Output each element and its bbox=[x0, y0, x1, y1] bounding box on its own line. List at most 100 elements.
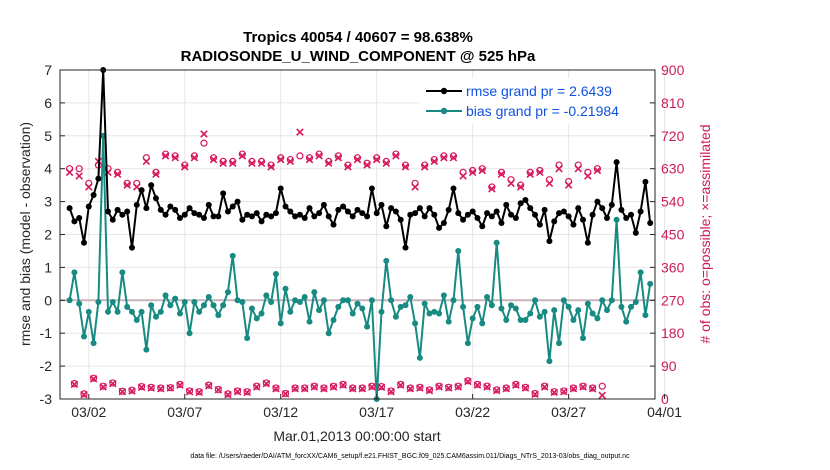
obs-possible-point bbox=[190, 152, 198, 160]
y-tick-label: -3 bbox=[40, 391, 53, 407]
obs-assimilated-point bbox=[267, 163, 275, 171]
obs-assimilated-point bbox=[109, 379, 117, 388]
rmse-point bbox=[186, 205, 193, 212]
rmse-point bbox=[359, 210, 366, 217]
bias-point bbox=[440, 292, 447, 299]
bias-point bbox=[76, 300, 83, 307]
bias-point bbox=[503, 317, 510, 324]
bias-point bbox=[628, 303, 635, 310]
rmse-point bbox=[330, 221, 337, 228]
rmse-point bbox=[383, 223, 390, 230]
obs-possible-point bbox=[349, 384, 357, 392]
bias-point bbox=[191, 298, 198, 305]
obs-assimilated-point bbox=[516, 183, 525, 191]
obs-assimilated-point bbox=[387, 387, 395, 396]
chart-subtitle: RADIOSONDE_U_WIND_COMPONENT @ 525 hPa bbox=[181, 48, 536, 65]
obs-assimilated-point bbox=[526, 170, 535, 178]
rmse-point bbox=[109, 216, 116, 223]
bias-point bbox=[138, 308, 145, 315]
obs-possible-point bbox=[469, 166, 477, 175]
obs-assimilated-point bbox=[382, 159, 391, 167]
rmse-point bbox=[632, 229, 639, 236]
y-right-tick-label: 720 bbox=[661, 128, 685, 144]
bias-point bbox=[128, 308, 135, 315]
obs-possible-point bbox=[579, 382, 587, 390]
bias-point bbox=[143, 346, 150, 353]
obs-possible-point bbox=[229, 157, 237, 165]
obs-assimilated-point bbox=[574, 164, 582, 173]
obs-assimilated-point bbox=[243, 388, 251, 397]
rmse-point bbox=[445, 206, 452, 213]
obs-assimilated-point bbox=[113, 170, 122, 178]
obs-assimilated-point bbox=[579, 383, 587, 391]
bias-point bbox=[604, 307, 611, 314]
obs-possible-point bbox=[406, 384, 414, 392]
obs-assimilated-point bbox=[142, 157, 151, 166]
bias-point bbox=[340, 297, 347, 304]
y-tick-label: 4 bbox=[44, 161, 52, 177]
bias-point bbox=[493, 239, 500, 246]
bias-point bbox=[124, 303, 131, 310]
obs-possible-point bbox=[387, 387, 395, 395]
bias-point bbox=[527, 310, 534, 317]
rmse-point bbox=[215, 213, 222, 220]
bias-point bbox=[354, 300, 361, 307]
bias-point bbox=[498, 305, 505, 312]
obs-possible-point bbox=[80, 390, 88, 398]
rmse-point bbox=[522, 196, 529, 203]
bias-point bbox=[287, 308, 294, 315]
bias-point bbox=[66, 297, 73, 304]
bias-point bbox=[368, 297, 375, 304]
obs-possible-point bbox=[589, 384, 597, 392]
bias-point bbox=[479, 320, 486, 327]
rmse-point bbox=[349, 213, 356, 220]
obs-possible-point bbox=[339, 380, 347, 388]
x-tick-label: 03/07 bbox=[167, 404, 202, 420]
obs-possible-point bbox=[536, 166, 544, 175]
rmse-point bbox=[205, 201, 212, 208]
obs-assimilated-point bbox=[296, 128, 304, 136]
y-tick-label: 6 bbox=[44, 95, 52, 111]
obs-assimilated-point bbox=[598, 391, 606, 400]
rmse-point bbox=[268, 213, 275, 220]
obs-assimilated-point bbox=[334, 153, 343, 162]
obs-possible-point bbox=[281, 389, 290, 398]
bias-point bbox=[402, 302, 409, 309]
rmse-point bbox=[148, 182, 155, 189]
rmse-point bbox=[364, 213, 371, 220]
obs-assimilated-point bbox=[584, 172, 592, 180]
rmse-point bbox=[224, 208, 231, 215]
bias-point bbox=[95, 298, 102, 305]
bias-point bbox=[608, 297, 615, 304]
rmse-point bbox=[181, 211, 188, 218]
obs-possible-point bbox=[541, 382, 549, 390]
bias-point bbox=[359, 305, 366, 312]
obs-possible-point bbox=[171, 152, 179, 160]
bias-point bbox=[378, 308, 385, 315]
bias-point bbox=[632, 298, 639, 305]
bias-point bbox=[637, 269, 644, 276]
obs-assimilated-point bbox=[368, 383, 376, 391]
obs-assimilated-point bbox=[521, 384, 530, 392]
obs-assimilated-point bbox=[291, 384, 299, 393]
obs-possible-point bbox=[517, 181, 525, 189]
rmse-point bbox=[642, 178, 649, 185]
obs-assimilated-point bbox=[190, 153, 199, 162]
rmse-point bbox=[258, 218, 265, 225]
obs-possible-point bbox=[397, 380, 405, 388]
obs-assimilated-point bbox=[377, 383, 386, 392]
obs-assimilated-point bbox=[320, 384, 328, 393]
obs-possible-point bbox=[185, 387, 194, 395]
y-tick-label: 1 bbox=[44, 259, 52, 275]
obs-assimilated-point bbox=[315, 152, 323, 160]
bias-point bbox=[364, 323, 371, 330]
bias-point bbox=[484, 294, 491, 301]
bias-point bbox=[215, 312, 222, 319]
bias-point bbox=[512, 305, 519, 312]
bias-point bbox=[335, 303, 342, 310]
obs-possible-point bbox=[454, 382, 462, 390]
x-tick-label: 03/02 bbox=[71, 404, 106, 420]
rmse-point bbox=[292, 213, 299, 220]
rmse-point bbox=[455, 210, 462, 217]
bias-point bbox=[186, 330, 193, 337]
